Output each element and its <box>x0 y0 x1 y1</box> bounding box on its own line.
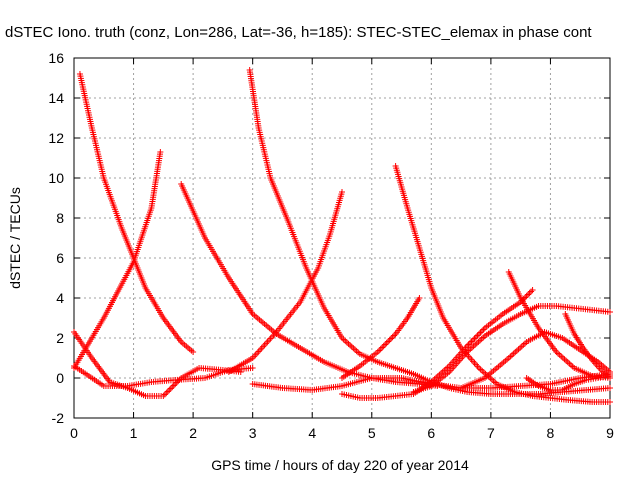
x-tick-label: 1 <box>130 425 138 441</box>
data-point <box>607 399 613 405</box>
data-point <box>528 288 535 295</box>
data-point <box>525 291 532 298</box>
data-point <box>607 309 613 315</box>
data-point <box>475 331 482 337</box>
data-point <box>386 337 393 343</box>
data-point <box>391 332 398 339</box>
x-tick-label: 9 <box>606 425 614 441</box>
y-tick-label: 2 <box>56 330 64 346</box>
series-5 <box>178 181 441 389</box>
series-2 <box>76 71 197 355</box>
x-tick-label: 8 <box>547 425 555 441</box>
plot-frame <box>73 57 611 419</box>
series-15 <box>562 311 613 381</box>
series-10 <box>339 287 536 401</box>
series-7 <box>246 67 613 397</box>
data-point <box>161 391 168 398</box>
x-tick-label: 5 <box>368 425 376 441</box>
x-tick-label: 6 <box>427 425 435 441</box>
y-tick-label: 10 <box>48 170 64 186</box>
y-tick-label: 0 <box>56 370 64 386</box>
data-point <box>380 343 387 349</box>
data-point <box>163 390 170 396</box>
y-tick-label: 14 <box>48 90 64 106</box>
x-tick-label: 4 <box>308 425 316 441</box>
data-point <box>607 373 613 379</box>
data-point <box>385 338 392 345</box>
data-point <box>157 149 164 155</box>
series-9 <box>339 295 423 381</box>
y-tick-label: 12 <box>48 130 64 146</box>
data-point <box>382 341 389 348</box>
data-point <box>190 349 197 355</box>
data-point <box>526 290 533 296</box>
data-point <box>170 382 177 389</box>
data-point <box>167 385 174 392</box>
x-tick-label: 0 <box>70 425 78 441</box>
x-axis-label: GPS time / hours of day 220 of year 2014 <box>211 457 469 473</box>
data-point <box>379 344 386 351</box>
series-12 <box>410 303 613 395</box>
y-tick-label: 6 <box>56 250 64 266</box>
chart-title: dSTEC Iono. truth (conz, Lon=286, Lat=-3… <box>5 24 592 41</box>
data-point <box>389 334 396 340</box>
grid-lines <box>74 58 610 418</box>
data-point <box>339 189 345 195</box>
data-point <box>164 388 171 395</box>
data-point <box>480 326 487 333</box>
x-tick-label: 3 <box>249 425 257 441</box>
y-tick-label: 16 <box>48 50 64 66</box>
y-tick-label: 4 <box>56 290 64 306</box>
data-point <box>237 369 244 375</box>
data-point <box>477 329 484 336</box>
data-points <box>71 67 613 405</box>
data-point <box>169 384 176 390</box>
data-point <box>377 346 384 352</box>
x-axis: 0 1 2 3 4 5 6 7 8 9 <box>70 58 614 441</box>
data-point <box>383 340 390 346</box>
data-point <box>607 385 613 391</box>
series-3 <box>71 329 244 399</box>
data-point <box>529 287 536 293</box>
data-point <box>416 295 423 301</box>
data-point <box>175 378 182 384</box>
series-11 <box>392 163 613 405</box>
data-point <box>249 365 256 371</box>
data-point <box>376 347 383 354</box>
series-13 <box>505 269 613 381</box>
data-point <box>388 335 395 342</box>
series-16 <box>523 373 613 393</box>
x-tick-label: 2 <box>189 425 197 441</box>
data-point <box>166 387 173 393</box>
y-axis-label: dSTEC / TECUs <box>7 187 23 289</box>
y-tick-label: 8 <box>56 210 64 226</box>
data-point <box>478 328 485 334</box>
x-tick-label: 7 <box>487 425 495 441</box>
y-tick-label: -2 <box>52 410 65 426</box>
